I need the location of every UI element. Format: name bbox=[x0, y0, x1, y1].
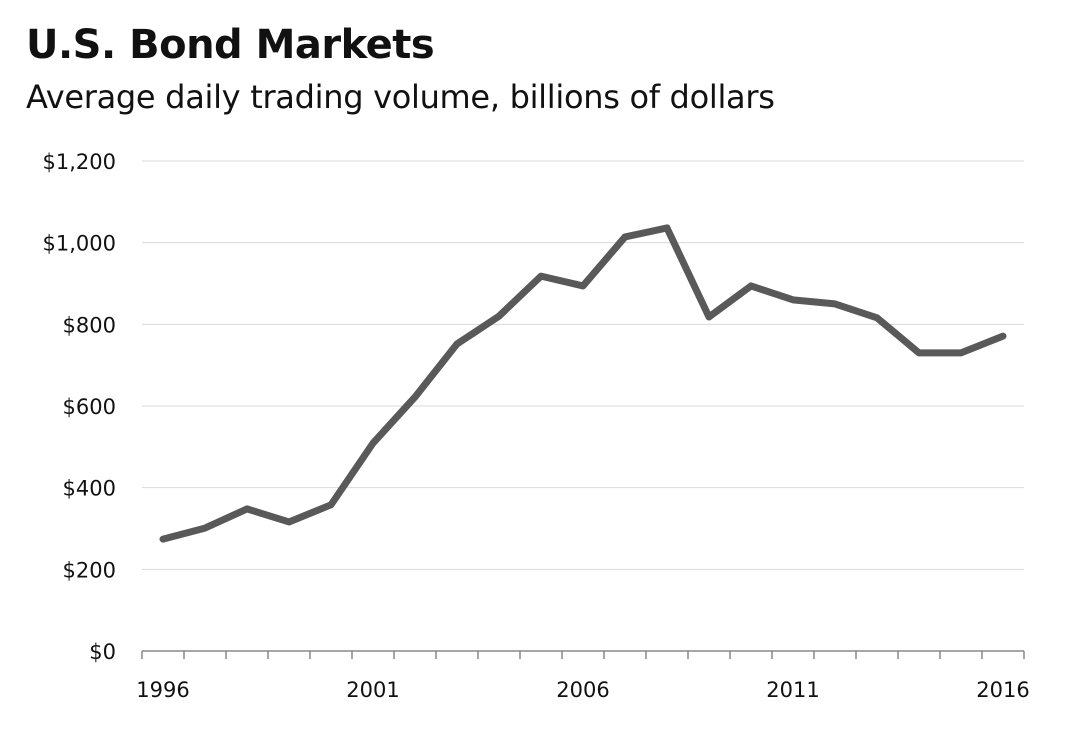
chart-title: U.S. Bond Markets bbox=[26, 22, 435, 68]
x-tick-label: 2001 bbox=[346, 678, 399, 702]
y-tick-label: $0 bbox=[89, 640, 116, 664]
y-tick-label: $1,200 bbox=[43, 150, 116, 174]
y-tick-label: $800 bbox=[63, 313, 116, 337]
y-tick-label: $1,000 bbox=[43, 232, 116, 256]
x-tick-label: 2016 bbox=[976, 678, 1029, 702]
y-tick-label: $200 bbox=[63, 558, 116, 582]
x-tick-label: 1996 bbox=[136, 678, 189, 702]
x-tick-label: 2006 bbox=[556, 678, 609, 702]
y-tick-label: $400 bbox=[63, 477, 116, 501]
y-tick-label: $600 bbox=[63, 395, 116, 419]
x-tick-label: 2011 bbox=[766, 678, 819, 702]
data-line bbox=[159, 224, 1007, 543]
chart-subtitle: Average daily trading volume, billions o… bbox=[26, 78, 775, 116]
